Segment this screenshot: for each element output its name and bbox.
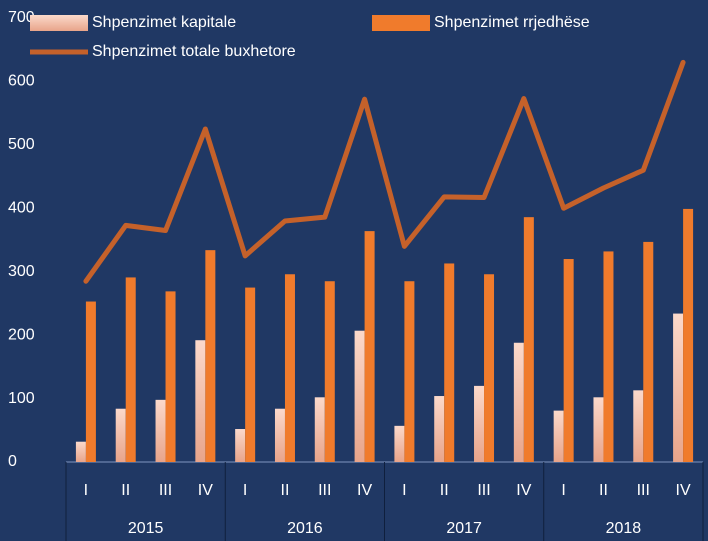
y-tick-label: 0 [8,453,17,470]
bar [434,396,445,462]
x-tick-label: II [281,482,290,499]
legend-swatch [372,15,430,31]
y-tick-label: 200 [8,326,35,343]
bar [155,399,166,462]
bar [195,340,206,462]
bar [404,281,415,462]
bar [165,291,176,462]
x-tick-label: I [402,482,406,499]
group-label: 2015 [128,520,164,537]
bar [444,263,455,462]
bar [633,390,644,462]
y-tick-label: 100 [8,390,35,407]
bar [354,330,365,462]
bar [683,208,694,462]
bar [115,408,126,462]
bar [245,287,256,462]
bar [324,281,335,462]
group-label: 2017 [446,520,482,537]
bar [235,429,246,462]
x-tick-label: IV [357,482,372,499]
y-tick-label: 500 [8,136,35,153]
bar [85,301,96,462]
x-tick-label: III [637,482,650,499]
bar [643,241,654,462]
bar [75,441,86,462]
bar [364,231,375,462]
legend-swatch [30,15,88,31]
bar [205,250,216,462]
x-tick-label: III [318,482,331,499]
group-label: 2016 [287,520,323,537]
x-tick-label: II [121,482,130,499]
y-tick-label: 300 [8,263,35,280]
legend-label: Shpenzimet totale buxhetore [92,43,296,60]
bar [523,217,534,462]
y-tick-label: 400 [8,200,35,217]
bar [484,274,495,462]
x-tick-label: IV [516,482,531,499]
bar [274,408,285,462]
bar [563,259,574,462]
bar [603,251,614,462]
bar [474,385,485,462]
x-tick-label: II [440,482,449,499]
bar [394,425,405,462]
legend-label: Shpenzimet rrjedhëse [434,14,590,31]
bar [314,397,325,462]
y-tick-label: 700 [8,9,35,26]
x-tick-label: II [599,482,608,499]
x-tick-label: III [159,482,172,499]
line [83,59,686,284]
bar [553,410,564,462]
x-tick-label: IV [676,482,691,499]
bar [673,313,684,462]
x-tick-label: IV [198,482,213,499]
bar [125,277,136,462]
bar [513,342,524,462]
legend-label: Shpenzimet kapitale [92,14,236,31]
bar [593,397,604,462]
bar [284,274,295,462]
x-tick-label: III [477,482,490,499]
x-tick-label: I [243,482,247,499]
y-tick-label: 600 [8,73,35,90]
x-tick-label: I [561,482,565,499]
group-label: 2018 [606,520,642,537]
x-tick-label: I [84,482,88,499]
